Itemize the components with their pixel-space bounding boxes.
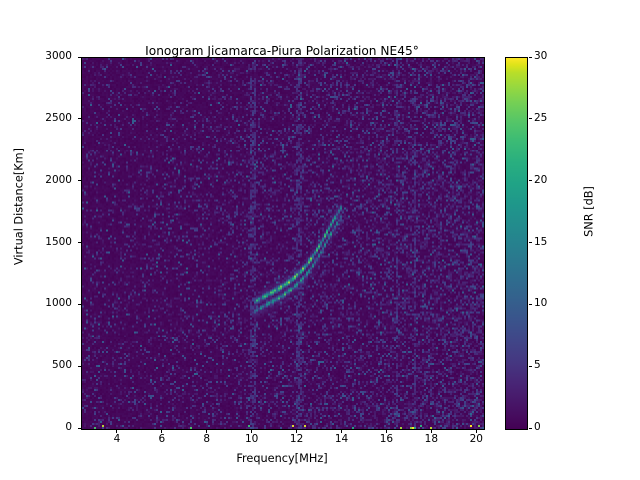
colorbar-tick-mark [528, 56, 532, 58]
x-tick-label: 20 [469, 433, 483, 445]
y-tick-mark [77, 180, 81, 182]
x-tick-label: 10 [244, 433, 259, 445]
y-tick-label: 0 [65, 421, 72, 433]
y-tick-mark [77, 427, 81, 429]
x-axis-label: Frequency[MHz] [236, 452, 328, 465]
colorbar-tick-mark [528, 303, 532, 305]
x-tick-label: 14 [334, 433, 349, 445]
colorbar-tick-mark [528, 427, 532, 429]
x-tick-label: 16 [379, 433, 394, 445]
colorbar-tick-label: 25 [534, 111, 548, 124]
colorbar [505, 57, 528, 430]
y-tick-mark [77, 118, 81, 120]
y-tick-mark [77, 242, 81, 243]
x-tick-mark [251, 429, 253, 433]
colorbar-tick-label: 10 [534, 297, 548, 310]
colorbar-tick-mark [528, 118, 532, 120]
x-tick-label: 12 [289, 433, 304, 445]
ionogram-plot-area [81, 57, 485, 430]
colorbar-tick-label: 30 [534, 50, 548, 62]
x-tick-label: 6 [158, 433, 166, 445]
y-tick-mark [77, 365, 81, 367]
x-tick-label: 4 [113, 433, 121, 445]
x-tick-mark [430, 429, 432, 433]
x-tick-mark [475, 429, 477, 433]
colorbar-tick-label: 0 [534, 421, 541, 433]
ionogram-heatmap [82, 58, 484, 429]
x-tick-label: 8 [203, 433, 211, 445]
y-tick-label: 500 [51, 359, 72, 372]
y-axis-label: Virtual Distance[Km] [12, 147, 26, 266]
y-tick-mark [77, 56, 81, 58]
colorbar-label: SNR [dB] [582, 186, 596, 237]
title-line-1: Ionogram Jicamarca-Piura Polarization NE… [145, 44, 419, 58]
x-tick-mark [296, 429, 298, 433]
y-tick-label: 3000 [45, 50, 72, 62]
colorbar-tick-mark [528, 180, 532, 182]
y-tick-label: 2000 [45, 173, 72, 186]
colorbar-tick-mark [528, 365, 532, 367]
colorbar-tick-label: 20 [534, 173, 548, 186]
x-tick-mark [341, 429, 342, 433]
x-tick-mark [385, 429, 387, 433]
x-tick-label: 18 [424, 433, 439, 445]
x-tick-mark [116, 429, 118, 433]
colorbar-tick-label: 15 [534, 235, 548, 248]
x-tick-mark [161, 429, 163, 433]
colorbar-tick-label: 5 [534, 359, 541, 372]
y-tick-mark [77, 303, 81, 305]
y-tick-label: 1000 [45, 297, 72, 310]
y-tick-label: 2500 [45, 111, 72, 124]
colorbar-tick-mark [528, 242, 532, 243]
x-tick-mark [206, 429, 208, 433]
y-tick-label: 1500 [45, 235, 72, 248]
